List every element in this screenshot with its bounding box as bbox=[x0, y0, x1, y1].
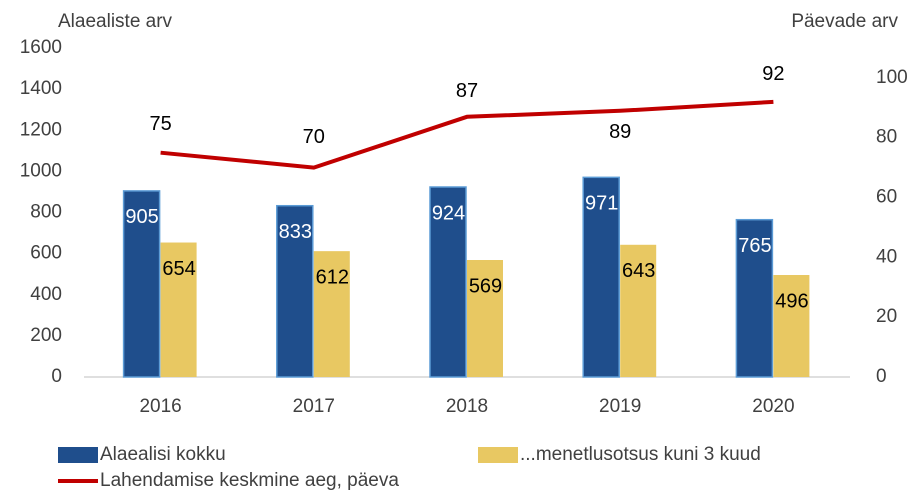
bar bbox=[122, 190, 161, 378]
y-tick-label: 800 bbox=[30, 202, 62, 223]
legend-swatch bbox=[478, 447, 518, 463]
line-data-label: 70 bbox=[303, 126, 325, 148]
x-tick-label: 2020 bbox=[752, 396, 794, 417]
x-tick-label: 2016 bbox=[139, 396, 181, 417]
y2-axis-title: Päevade arv bbox=[791, 11, 898, 32]
data-label: 765 bbox=[738, 235, 771, 257]
y2-tick-label: 60 bbox=[876, 187, 897, 208]
y-axis-title: Alaealiste arv bbox=[58, 11, 173, 32]
y2-tick-label: 40 bbox=[876, 246, 897, 267]
data-label: 971 bbox=[585, 193, 618, 215]
line bbox=[160, 99, 774, 170]
y2-tick-label: 100 bbox=[876, 67, 908, 88]
data-label: 496 bbox=[775, 290, 808, 312]
y2-tick-label: 20 bbox=[876, 306, 897, 327]
legend-label: Alaealisi kokku bbox=[100, 444, 226, 465]
data-label: 569 bbox=[469, 275, 502, 297]
y-tick-label: 0 bbox=[51, 366, 62, 387]
y2-tick-label: 80 bbox=[876, 127, 897, 148]
line-data-label: 75 bbox=[149, 113, 171, 135]
bar bbox=[620, 244, 657, 377]
y-tick-label: 600 bbox=[30, 243, 62, 264]
data-label: 612 bbox=[316, 266, 349, 288]
line-data-label: 89 bbox=[609, 121, 631, 143]
y-tick-label: 1000 bbox=[20, 160, 62, 181]
y-tick-label: 200 bbox=[30, 325, 62, 346]
bar bbox=[276, 204, 314, 378]
bar bbox=[773, 275, 810, 377]
y-tick-label: 1600 bbox=[20, 37, 62, 58]
y2-tick-label: 0 bbox=[876, 366, 887, 387]
line-data-label: 92 bbox=[762, 63, 784, 85]
x-tick-label: 2017 bbox=[293, 396, 335, 417]
data-label: 905 bbox=[125, 206, 158, 228]
y-tick-label: 400 bbox=[30, 284, 62, 305]
line-data-label: 87 bbox=[456, 80, 478, 102]
data-label: 924 bbox=[432, 202, 465, 224]
legend-label: Lahendamise keskmine aeg, päeva bbox=[100, 470, 399, 491]
legend-label: ...menetlusotsus kuni 3 kuud bbox=[520, 444, 761, 465]
y-tick-label: 1200 bbox=[20, 119, 62, 140]
bar bbox=[429, 186, 467, 378]
bar bbox=[313, 251, 350, 377]
y-tick-label: 1400 bbox=[20, 78, 62, 99]
data-label: 833 bbox=[279, 221, 312, 243]
data-label: 654 bbox=[162, 258, 195, 280]
legend-swatch bbox=[58, 447, 98, 463]
x-tick-label: 2019 bbox=[599, 396, 641, 417]
bar bbox=[160, 242, 197, 377]
bar bbox=[735, 218, 774, 378]
bar bbox=[467, 259, 503, 377]
data-label: 643 bbox=[622, 260, 655, 282]
x-tick-label: 2018 bbox=[446, 396, 488, 417]
bar bbox=[582, 176, 620, 378]
